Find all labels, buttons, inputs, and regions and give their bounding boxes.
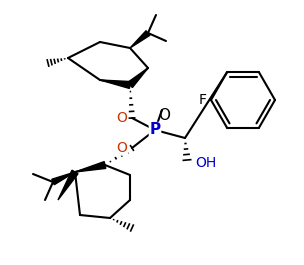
Polygon shape [128, 68, 148, 87]
Polygon shape [130, 31, 150, 48]
Polygon shape [52, 172, 75, 185]
Polygon shape [58, 170, 78, 200]
Text: O: O [158, 108, 170, 123]
Text: F: F [199, 93, 207, 107]
Polygon shape [75, 162, 106, 172]
Polygon shape [100, 80, 131, 89]
Text: O: O [116, 111, 127, 125]
Text: OH: OH [195, 156, 216, 170]
Text: O: O [116, 141, 127, 155]
Text: P: P [150, 122, 161, 138]
